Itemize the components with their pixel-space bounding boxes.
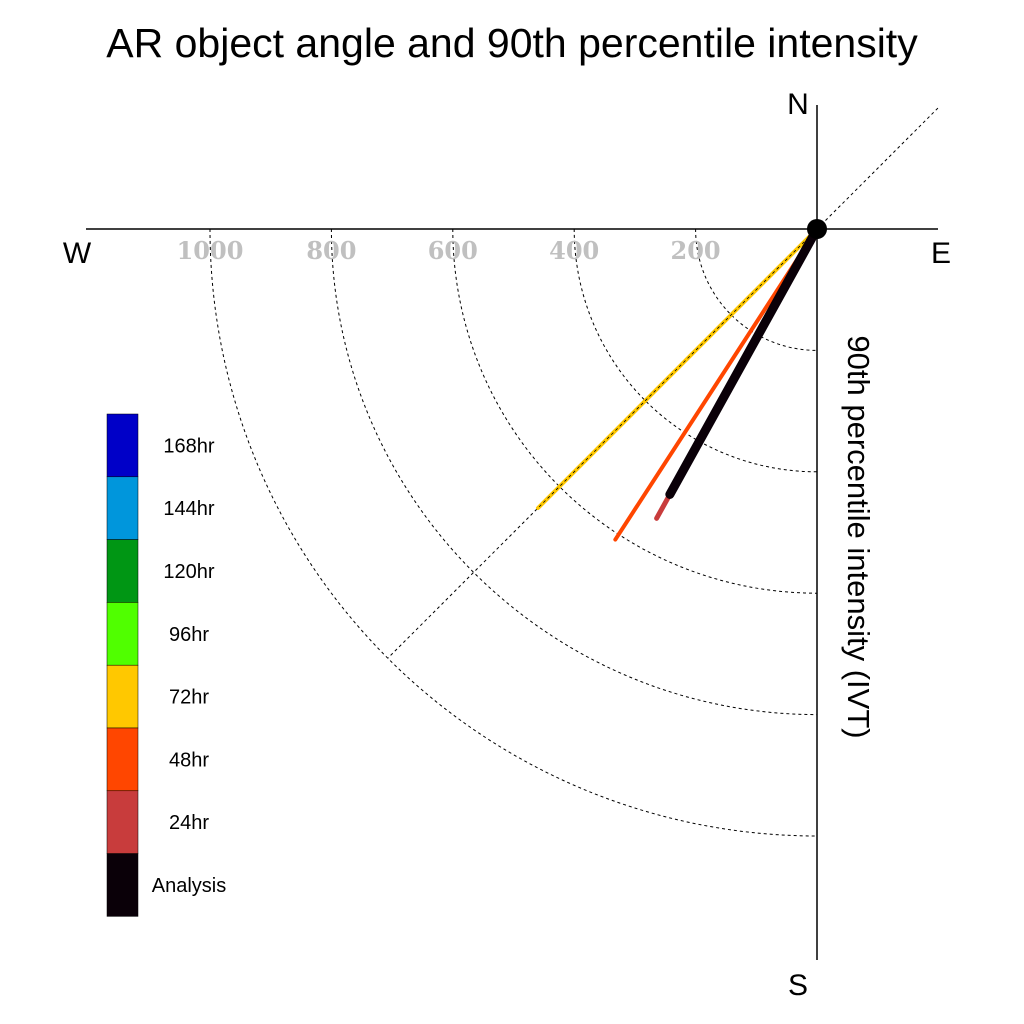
radial-ring-400	[573, 228, 818, 473]
legend: 168hr 144hr 120hr 96hr 72hr 48hr 24hr Analysis	[106, 413, 226, 917]
vectors	[536, 224, 822, 542]
compass-east: E	[931, 237, 951, 270]
compass-west: W	[63, 237, 92, 270]
compass-south: S	[788, 969, 808, 1002]
legend-swatch	[106, 853, 139, 917]
vector-analysis	[665, 224, 822, 499]
radial-rings	[209, 228, 818, 837]
legend-swatch	[106, 790, 139, 854]
legend-label: 96hr	[169, 624, 209, 646]
vector-72hr	[536, 227, 819, 510]
legend-label: 48hr	[169, 749, 209, 771]
diagonal-guide-sw	[387, 228, 818, 659]
legend-swatch	[106, 476, 139, 540]
radial-ring-800	[330, 228, 818, 716]
radial-tick-label: 400	[549, 236, 599, 265]
radial-tick-labels: 200 400 600 800 1000	[177, 236, 721, 265]
legend-label: 24hr	[169, 812, 209, 834]
legend-swatch	[106, 539, 139, 603]
radial-tick-label: 800	[306, 236, 356, 265]
legend-swatch	[106, 727, 139, 792]
legend-label: 72hr	[169, 687, 209, 709]
legend-label: 144hr	[163, 498, 214, 520]
diagonal-guide	[816, 105, 941, 230]
legend-label: Analysis	[152, 875, 226, 897]
radial-axis-label: 90th percentile intensity (IVT)	[841, 335, 876, 738]
radial-ring-600	[452, 228, 818, 594]
legend-label: 120hr	[163, 561, 214, 583]
compass-north: N	[787, 88, 809, 121]
origin-dot	[807, 219, 827, 239]
legend-swatch	[106, 602, 139, 666]
legend-swatch	[106, 413, 139, 478]
radial-tick-label: 600	[428, 236, 478, 265]
radial-ring-200	[695, 228, 818, 351]
radial-tick-label: 200	[671, 236, 721, 265]
legend-label: 168hr	[163, 435, 214, 457]
chart-title: AR object angle and 90th percentile inte…	[106, 20, 918, 66]
legend-swatch	[106, 664, 139, 729]
radial-tick-label: 1000	[177, 236, 244, 265]
